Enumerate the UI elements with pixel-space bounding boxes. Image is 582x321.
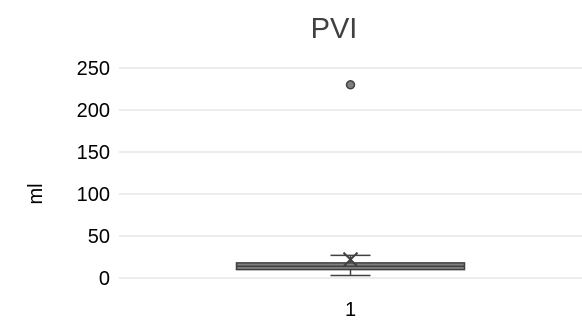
y-tick-label: 250	[77, 58, 110, 80]
y-tick-label: 150	[77, 142, 110, 164]
y-tick-label: 100	[77, 184, 110, 206]
plot-area	[235, 80, 466, 277]
y-axis-ticks: 0 50 100 150 200 250	[77, 58, 110, 290]
y-tick-label: 200	[77, 100, 110, 122]
y-tick-label: 50	[88, 226, 110, 248]
gridlines	[119, 67, 582, 279]
y-tick-label: 0	[99, 268, 110, 290]
mean-marker	[342, 251, 359, 268]
x-tick-label: 1	[345, 299, 356, 321]
chart-title: PVI	[311, 13, 358, 45]
y-axis-label: ml	[25, 183, 47, 204]
outlier-point	[345, 80, 356, 90]
x-axis-ticks: 1	[345, 299, 356, 321]
